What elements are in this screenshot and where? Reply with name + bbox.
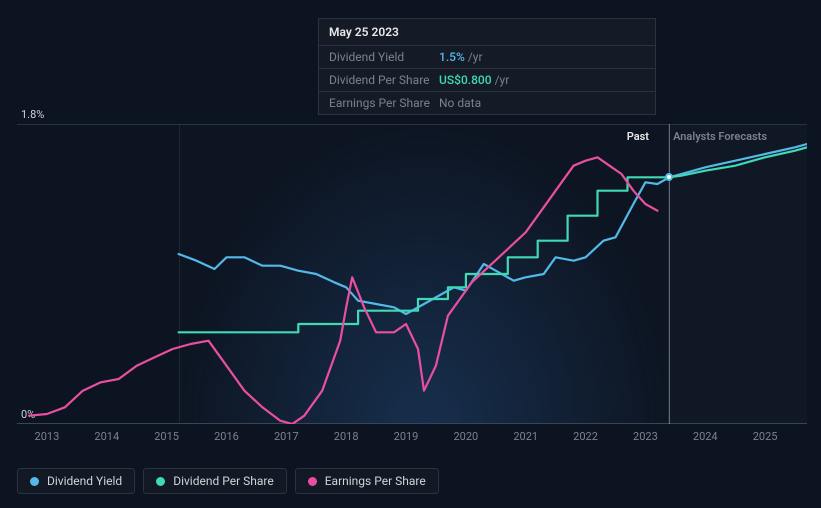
- tooltip-metric-value: US$0.800/yr: [439, 73, 509, 87]
- tooltip-metric-label: Earnings Per Share: [329, 96, 439, 110]
- x-tick: 2023: [633, 430, 658, 443]
- x-tick: 2017: [274, 430, 299, 443]
- hover-vline: [669, 124, 670, 424]
- legend-label: Earnings Per Share: [325, 474, 426, 488]
- tooltip-metric-label: Dividend Per Share: [329, 73, 439, 87]
- tooltip-metric-label: Dividend Yield: [329, 50, 439, 64]
- x-tick: 2018: [334, 430, 359, 443]
- x-tick: 2014: [94, 430, 119, 443]
- legend-item[interactable]: Dividend Per Share: [143, 468, 287, 494]
- chart: 1.8% 0% Past Analysts Forecasts 20132014…: [17, 100, 807, 448]
- legend-dot: [30, 477, 39, 486]
- x-tick: 2019: [394, 430, 419, 443]
- legend-item[interactable]: Dividend Yield: [17, 468, 135, 494]
- legend-item[interactable]: Earnings Per Share: [295, 468, 439, 494]
- chart-lines: [17, 124, 807, 424]
- x-tick: 2022: [573, 430, 598, 443]
- x-tick: 2013: [35, 430, 60, 443]
- legend-dot: [156, 477, 165, 486]
- legend: Dividend Yield Dividend Per Share Earnings…: [17, 468, 439, 494]
- legend-label: Dividend Yield: [47, 474, 122, 488]
- tooltip-row: Earnings Per ShareNo data: [319, 92, 655, 114]
- series-line: [29, 157, 657, 424]
- tooltip-row: Dividend Yield1.5%/yr: [319, 46, 655, 69]
- x-tick: 2016: [214, 430, 239, 443]
- plot-area[interactable]: Past Analysts Forecasts: [17, 124, 807, 424]
- x-axis: 2013 2014 2015 2016 2017 2018 2019 2020 2021 2022…: [17, 430, 807, 448]
- y-axis-max: 1.8%: [21, 108, 44, 121]
- tooltip-date: May 25 2023: [319, 19, 655, 46]
- x-tick: 2021: [513, 430, 538, 443]
- x-tick: 2015: [154, 430, 179, 443]
- legend-label: Dividend Per Share: [173, 474, 274, 488]
- tooltip: May 25 2023 Dividend Yield1.5%/yrDividen…: [318, 18, 656, 115]
- tooltip-row: Dividend Per ShareUS$0.800/yr: [319, 69, 655, 92]
- tooltip-metric-value: 1.5%/yr: [439, 50, 483, 64]
- series-line: [179, 147, 807, 332]
- hover-marker: [665, 173, 673, 181]
- legend-dot: [308, 477, 317, 486]
- x-tick: 2025: [753, 430, 778, 443]
- tooltip-metric-value: No data: [439, 96, 481, 110]
- x-tick: 2020: [453, 430, 478, 443]
- x-tick: 2024: [693, 430, 718, 443]
